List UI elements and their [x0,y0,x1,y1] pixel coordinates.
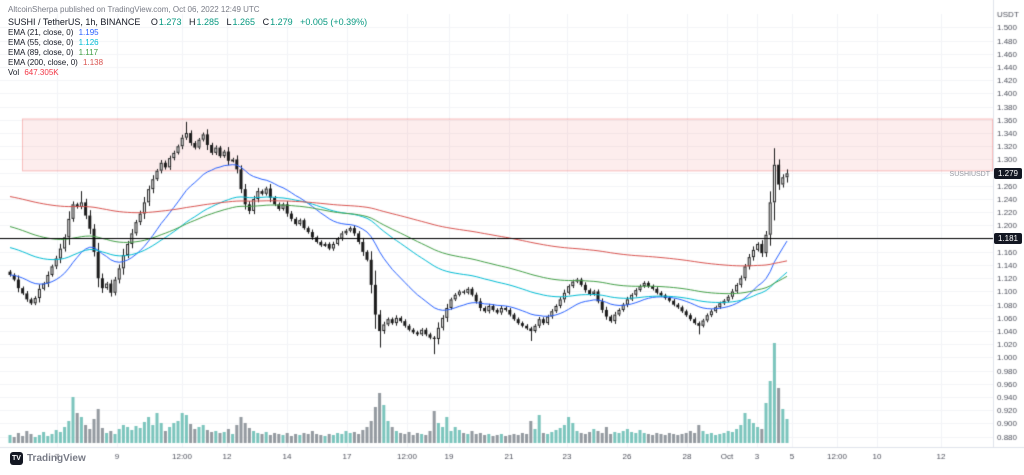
volume-label: Vol [8,68,20,77]
symbol-mini-label: SUSHIUSDT [949,171,990,178]
attribution-text: AltcoinSherpa published on TradingView.c… [8,5,260,14]
ema21-label: EMA (21, close, 0) [8,28,74,37]
legend-low-value: 1.265 [232,17,256,27]
legend-volume-row[interactable]: Vol 647.305K [8,68,372,78]
tradingview-logo[interactable]: TV TradingView [10,452,86,465]
legend-change-value: +0.005 (+0.39%) [300,17,368,27]
legend-low-label: L [226,17,232,27]
legend-close-label: C [262,17,270,27]
legend-ema21-row[interactable]: EMA (21, close, 0) 1.195 [8,28,372,38]
tradingview-logo-text: TradingView [27,453,86,464]
ema200-label: EMA (200, close, 0) [8,58,78,67]
volume-value: 647.305K [24,68,59,77]
legend-open-label: O [150,17,158,27]
ema21-value: 1.195 [78,28,99,37]
ema89-label: EMA (89, close, 0) [8,48,74,57]
hline-price-tag: 1.181 [994,233,1022,244]
legend-ema55-row[interactable]: EMA (55, close, 0) 1.126 [8,38,372,48]
ema89-value: 1.117 [78,48,99,57]
legend-high-value: 1.285 [196,17,219,27]
legend-symbol-title[interactable]: SUSHI / TetherUS, 1h, BINANCE [8,17,141,27]
ema55-label: EMA (55, close, 0) [8,38,74,47]
tradingview-logo-icon: TV [10,452,23,465]
legend: SUSHI / TetherUS, 1h, BINANCE O1.273 H1.… [8,17,372,78]
legend-symbol-row[interactable]: SUSHI / TetherUS, 1h, BINANCE O1.273 H1.… [8,17,372,28]
ema55-value: 1.126 [78,38,99,47]
legend-high-label: H [188,17,196,27]
legend-ema200-row[interactable]: EMA (200, close, 0) 1.138 [8,58,372,68]
legend-close-value: 1.279 [270,17,293,27]
legend-open-value: 1.273 [158,17,182,27]
legend-ema89-row[interactable]: EMA (89, close, 0) 1.117 [8,48,372,58]
ema200-value: 1.138 [83,58,104,67]
current-price-tag: 1.279 [994,168,1022,179]
